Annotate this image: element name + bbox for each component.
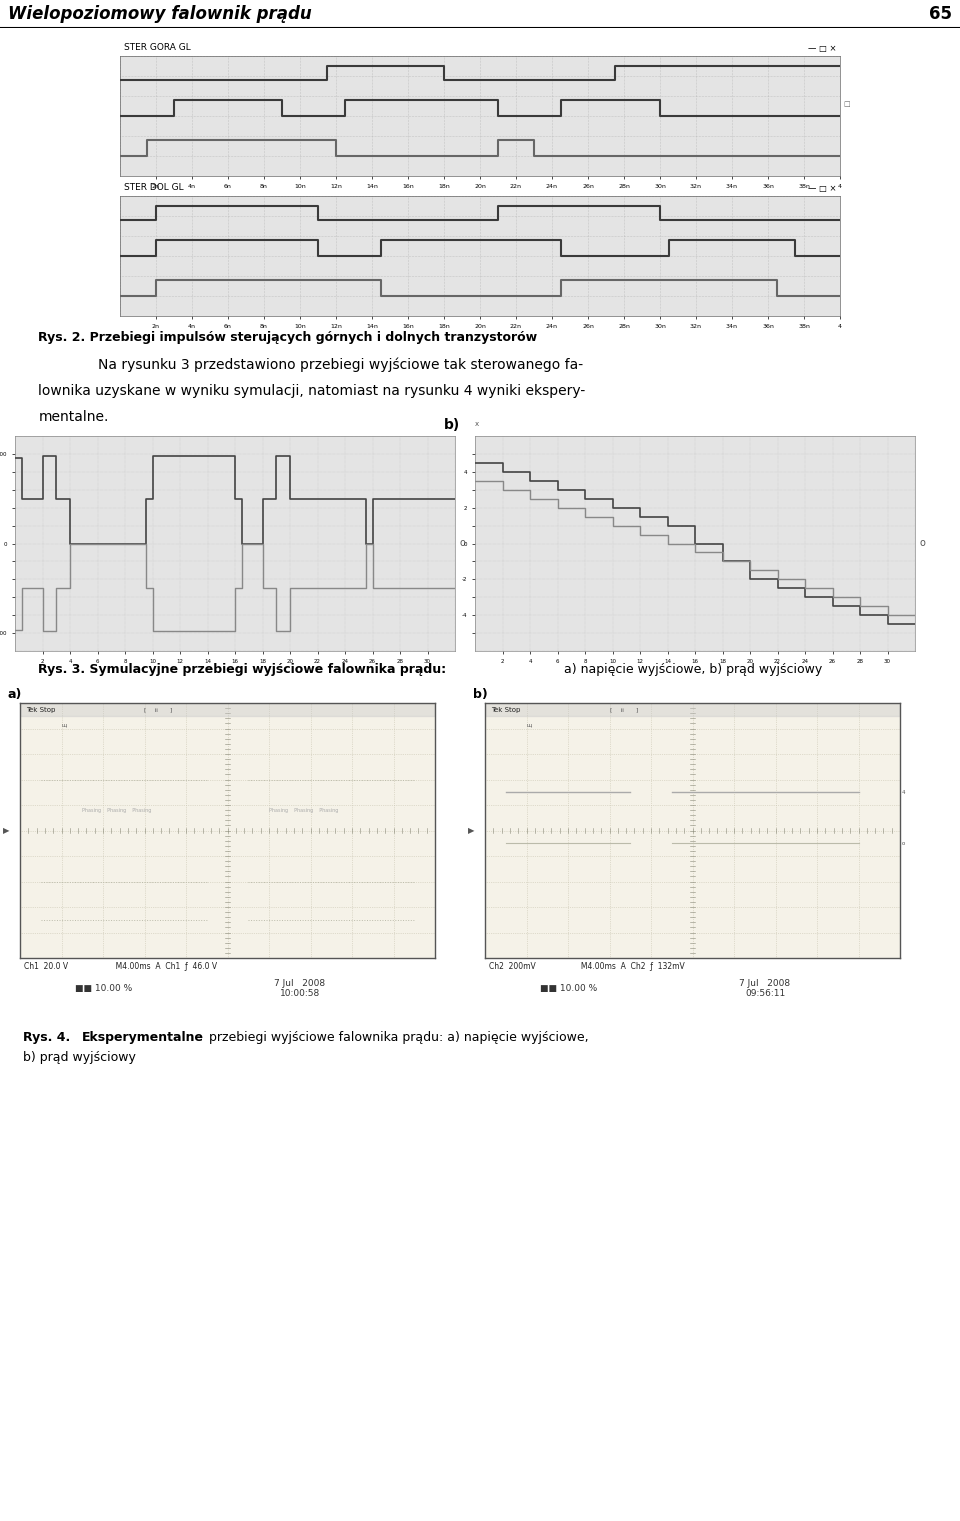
Text: — □ ×: — □ × [807, 44, 836, 53]
Text: o: o [902, 841, 905, 846]
Text: mentalne.: mentalne. [38, 411, 108, 424]
Text: Phasing    Phasing    Phasing: Phasing Phasing Phasing [83, 808, 152, 812]
Text: STER DOL GL: STER DOL GL [124, 184, 183, 193]
Text: 7 Jul   2008
09:56:11: 7 Jul 2008 09:56:11 [739, 978, 791, 998]
Text: STER GORA GL: STER GORA GL [124, 44, 191, 53]
Text: Rys. 4.: Rys. 4. [23, 1031, 70, 1043]
Text: o: o [920, 538, 925, 549]
Text: Tek Stop: Tek Stop [492, 707, 520, 713]
Text: Ch2  200mV                   M4.00ms  A  Ch2  ƒ  132mV: Ch2 200mV M4.00ms A Ch2 ƒ 132mV [489, 961, 684, 970]
Text: [    іі      ]: [ іі ] [145, 707, 173, 713]
Text: [    іі      ]: [ іі ] [610, 707, 637, 713]
Text: Rys. 2. Przebiegi impulsów sterujących górnych i dolnych tranzystorów: Rys. 2. Przebiegi impulsów sterujących g… [38, 330, 538, 344]
Text: 65: 65 [929, 5, 952, 23]
Text: Rys. 3. Symulacyjne przebiegi wyjściowe falownika prądu:: Rys. 3. Symulacyjne przebiegi wyjściowe … [38, 663, 446, 677]
Text: o: o [460, 538, 466, 549]
Text: — □ ×: — □ × [807, 184, 836, 193]
Text: ■■ 10.00 %: ■■ 10.00 % [540, 984, 597, 993]
Text: ▶: ▶ [468, 826, 475, 835]
Text: Wielopoziomowy falownik prądu: Wielopoziomowy falownik prądu [8, 5, 312, 23]
Text: x: x [475, 421, 479, 427]
Text: 4: 4 [902, 789, 905, 795]
Text: b) prąd wyjściowy: b) prąd wyjściowy [23, 1051, 136, 1065]
Text: щ: щ [61, 722, 67, 727]
Text: b): b) [444, 418, 461, 432]
Text: lownika uzyskane w wyniku symulacji, natomiast na rysunku 4 wyniki ekspery-: lownika uzyskane w wyniku symulacji, nat… [38, 383, 586, 399]
Text: a) napięcie wyjściowe, b) prąd wyjściowy: a) napięcie wyjściowe, b) prąd wyjściowy [560, 663, 823, 677]
Text: Tek Stop: Tek Stop [26, 707, 56, 713]
Text: ▶: ▶ [4, 826, 10, 835]
Text: b): b) [473, 687, 488, 701]
Text: a): a) [8, 687, 22, 701]
Text: щ: щ [526, 722, 532, 727]
Text: Na rysunku 3 przedstawiono przebiegi wyjściowe tak sterowanego fa-: Na rysunku 3 przedstawiono przebiegi wyj… [98, 357, 584, 373]
Text: Ch1  20.0 V                    M4.00ms  A  Ch1  ƒ  46.0 V: Ch1 20.0 V M4.00ms A Ch1 ƒ 46.0 V [24, 961, 217, 970]
Text: □: □ [844, 100, 851, 106]
Text: Phasing    Phasing    Phasing: Phasing Phasing Phasing [269, 808, 338, 812]
Text: Eksperymentalne: Eksperymentalne [82, 1031, 204, 1043]
Text: 7 Jul   2008
10:00:58: 7 Jul 2008 10:00:58 [275, 978, 325, 998]
Text: przebiegi wyjściowe falownika prądu: a) napięcie wyjściowe,: przebiegi wyjściowe falownika prądu: a) … [205, 1031, 588, 1043]
Text: ■■ 10.00 %: ■■ 10.00 % [75, 984, 132, 993]
